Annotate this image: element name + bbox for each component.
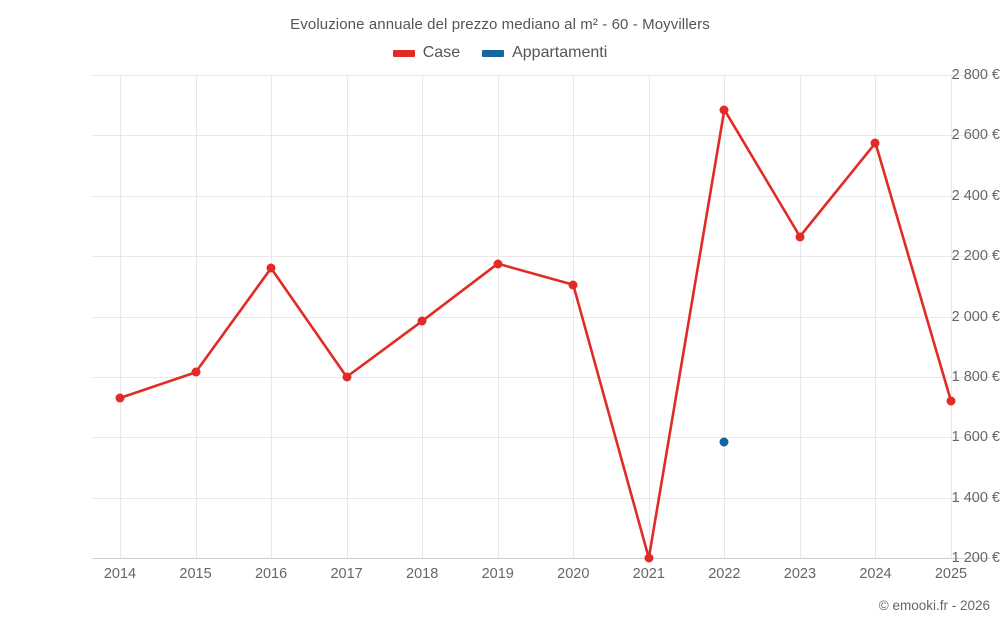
legend-swatch-appartamenti	[482, 49, 505, 57]
gridline-vertical	[573, 75, 575, 559]
x-axis-tick-label: 2018	[406, 566, 439, 582]
data-point-case-2024[interactable]	[870, 138, 880, 148]
y-axis-tick-label: 2 400 €	[951, 187, 1000, 204]
x-axis-tick-label: 2017	[330, 566, 363, 582]
data-point-case-2021[interactable]	[644, 553, 654, 563]
gridline-vertical	[951, 75, 952, 559]
y-axis-tick-label: 1 600 €	[951, 429, 1000, 446]
gridline-vertical	[497, 75, 499, 559]
gridline-vertical	[195, 75, 197, 559]
legend-swatch-case	[392, 49, 415, 57]
y-axis-tick-label: 2 200 €	[951, 248, 1000, 265]
x-axis-tick-label: 2014	[103, 566, 137, 582]
x-axis-tick-label: 2024	[859, 566, 892, 582]
gridline-horizontal	[92, 437, 990, 439]
data-point-appartamenti-2022[interactable]	[719, 437, 729, 447]
legend-item-case[interactable]: Case	[392, 44, 461, 62]
gridline-vertical	[799, 75, 801, 559]
gridline-vertical	[648, 75, 650, 559]
gridline-vertical	[120, 75, 121, 559]
data-point-case-2023[interactable]	[795, 232, 805, 241]
legend-label-case: Case	[422, 44, 461, 61]
gridline-horizontal	[92, 316, 990, 318]
x-axis-tick-label: 2020	[557, 566, 590, 582]
x-axis-tick-label: 2023	[783, 566, 817, 582]
gridline-vertical	[271, 75, 273, 559]
data-point-case-2014[interactable]	[115, 393, 125, 403]
gridline-horizontal	[92, 75, 990, 76]
y-axis-tick-label: 1 400 €	[951, 489, 1000, 506]
data-point-case-2020[interactable]	[568, 280, 578, 290]
chart-credit: © emooki.fr - 2026	[878, 598, 990, 613]
gridline-horizontal	[92, 135, 990, 137]
data-point-case-2025[interactable]	[946, 396, 956, 406]
legend-item-appartamenti[interactable]: Appartamenti	[482, 44, 607, 62]
gridline-vertical	[724, 75, 726, 559]
y-axis-tick-label: 2 800 €	[951, 67, 1000, 83]
data-point-case-2019[interactable]	[493, 259, 503, 269]
gridline-vertical	[346, 75, 348, 559]
gridline-horizontal	[92, 497, 990, 499]
x-axis-line	[92, 558, 990, 559]
chart-title: Evoluzione annuale del prezzo mediano al…	[290, 16, 710, 33]
gridline-horizontal	[92, 256, 990, 258]
y-axis-tick-label: 1 200 €	[951, 550, 1000, 566]
x-axis-tick-label: 2019	[481, 566, 514, 582]
gridline-horizontal	[92, 376, 990, 378]
chart-legend: Case Appartamenti	[0, 44, 1000, 62]
legend-label-appartamenti: Appartamenti	[512, 44, 608, 61]
data-point-case-2015[interactable]	[191, 367, 201, 377]
x-axis-tick-label: 2025	[934, 566, 968, 582]
x-axis-tick-label: 2016	[254, 566, 288, 582]
x-axis-tick-label: 2021	[632, 566, 665, 582]
y-axis-tick-label: 2 600 €	[951, 127, 1000, 144]
x-axis-tick-label: 2022	[708, 566, 741, 582]
data-point-case-2016[interactable]	[266, 263, 276, 273]
y-axis-tick-label: 1 800 €	[951, 368, 1000, 385]
data-point-case-2018[interactable]	[417, 316, 427, 326]
data-point-case-2022[interactable]	[719, 105, 729, 115]
y-axis-tick-label: 2 000 €	[951, 308, 1000, 325]
gridline-vertical	[875, 75, 877, 559]
data-point-case-2017[interactable]	[342, 372, 352, 382]
x-axis-tick-label: 2015	[179, 566, 212, 582]
gridline-horizontal	[92, 195, 990, 197]
series-line-case	[118, 108, 953, 560]
